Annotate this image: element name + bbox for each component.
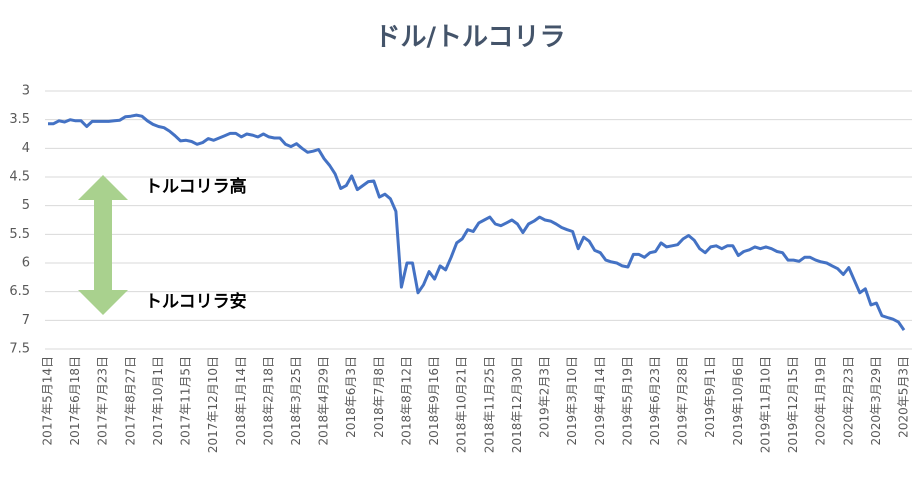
- x-tick-label: 2019年9月1日: [703, 356, 717, 438]
- x-tick-label: 2019年7月28日: [676, 356, 690, 445]
- x-tick-label: 2019年2月3日: [538, 356, 552, 438]
- x-tick-label: 2020年3月29日: [869, 356, 883, 445]
- y-tick-label: 5.5: [9, 227, 30, 242]
- chart-title: ドル/トルコリラ: [375, 23, 566, 53]
- x-tick-label: 2017年5月14日: [41, 356, 55, 445]
- x-tick-label: 2017年7月23日: [96, 356, 110, 445]
- x-tick-label: 2018年10月21日: [455, 356, 469, 453]
- annotation: トルコリラ安: [145, 291, 247, 312]
- x-tick-label: 2019年10月6日: [731, 356, 745, 445]
- x-tick-label: 2020年2月23日: [841, 356, 855, 445]
- x-tick-label: 2018年7月8日: [372, 356, 386, 438]
- x-tick-label: 2019年6月23日: [648, 356, 662, 445]
- y-tick-label: 4.5: [9, 170, 30, 185]
- x-tick-label: 2018年4月29日: [317, 356, 331, 445]
- x-tick-label: 2017年10月1日: [151, 356, 165, 445]
- y-tick-label: 3.5: [9, 112, 30, 127]
- y-tick-label: 4: [22, 141, 30, 156]
- x-tick-label: 2019年12月15日: [786, 356, 800, 453]
- x-tick-label: 2017年12月10日: [206, 356, 220, 453]
- x-tick-label: 2017年8月27日: [123, 356, 137, 445]
- x-tick-label: 2019年11月10日: [758, 356, 772, 453]
- x-tick-label: 2018年6月3日: [344, 356, 358, 438]
- y-tick-label: 5: [22, 198, 30, 213]
- x-tick-label: 2020年5月3日: [897, 356, 911, 438]
- x-tick-label: 2019年5月19日: [620, 356, 634, 445]
- line: [48, 113, 906, 331]
- x-tick-label: 2017年11月5日: [179, 356, 193, 445]
- annotation: トルコリラ高: [145, 176, 247, 197]
- x-tick-label: 2018年11月25日: [482, 356, 496, 453]
- x-tick-label: 2018年1月14日: [234, 356, 248, 445]
- double-arrow: [78, 175, 128, 315]
- y-tick-label: 3: [22, 84, 30, 99]
- x-tick-label: 2019年3月10日: [565, 356, 579, 445]
- y-tick-label: 7: [22, 313, 30, 328]
- x-tick-label: 2020年1月19日: [814, 356, 828, 445]
- x-tick-label: 2018年12月30日: [510, 356, 524, 453]
- x-tick-label: 2019年4月14日: [593, 356, 607, 445]
- x-tick-label: 2017年6月18日: [68, 356, 82, 445]
- y-tick-label: 6: [22, 256, 30, 271]
- y-tick-label: 7.5: [9, 342, 30, 357]
- y-tick-label: 6.5: [9, 284, 30, 299]
- x-tick-label: 2018年3月25日: [289, 356, 303, 445]
- x-tick-label: 2018年9月16日: [427, 356, 441, 445]
- x-tick-label: 2018年8月12日: [399, 356, 413, 445]
- x-tick-label: 2018年2月18日: [261, 356, 275, 445]
